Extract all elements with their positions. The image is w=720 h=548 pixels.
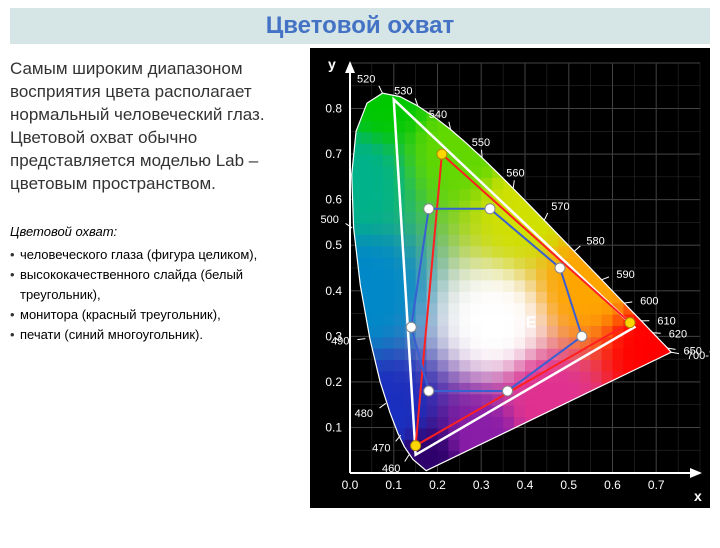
svg-text:520: 520 xyxy=(357,74,375,86)
svg-text:540: 540 xyxy=(429,109,447,121)
svg-text:530: 530 xyxy=(394,86,412,98)
svg-text:550: 550 xyxy=(472,137,490,149)
svg-text:0.1: 0.1 xyxy=(385,478,402,492)
content-row: Самым широким диапазоном восприятия цвет… xyxy=(0,48,720,508)
svg-text:0.2: 0.2 xyxy=(325,375,342,389)
svg-text:610: 610 xyxy=(657,316,675,328)
svg-text:700-780: 700-780 xyxy=(687,350,710,362)
svg-text:560: 560 xyxy=(506,167,524,179)
legend-item: человеческого глаза (фигура целиком), xyxy=(10,245,302,265)
svg-text:0.7: 0.7 xyxy=(325,147,342,161)
svg-text:y: y xyxy=(328,56,336,72)
svg-text:480: 480 xyxy=(355,408,373,420)
svg-text:490: 490 xyxy=(331,336,349,348)
svg-text:0.5: 0.5 xyxy=(560,478,577,492)
svg-text:0.1: 0.1 xyxy=(325,420,342,434)
svg-text:470: 470 xyxy=(372,442,390,454)
page-title: Цветовой охват xyxy=(10,8,710,44)
svg-text:0.4: 0.4 xyxy=(325,284,342,298)
svg-text:570: 570 xyxy=(551,201,569,213)
cie-chart: 0.00.10.20.30.40.50.60.70.10.20.30.40.50… xyxy=(310,48,710,508)
svg-text:0.6: 0.6 xyxy=(604,478,621,492)
svg-text:x: x xyxy=(694,488,702,504)
legend-list: человеческого глаза (фигура целиком), вы… xyxy=(10,245,302,346)
text-column: Самым широким диапазоном восприятия цвет… xyxy=(10,48,302,508)
svg-text:0.5: 0.5 xyxy=(325,238,342,252)
legend-item: монитора (красный треугольник), xyxy=(10,305,302,325)
svg-text:500: 500 xyxy=(321,214,339,226)
svg-text:460: 460 xyxy=(382,463,400,475)
svg-text:E: E xyxy=(526,314,537,331)
svg-text:0.7: 0.7 xyxy=(648,478,665,492)
legend-title: Цветовой охват: xyxy=(10,224,302,239)
svg-text:590: 590 xyxy=(616,269,634,281)
svg-text:600: 600 xyxy=(640,296,658,308)
svg-text:0.6: 0.6 xyxy=(325,193,342,207)
svg-text:0.2: 0.2 xyxy=(429,478,446,492)
svg-text:0.8: 0.8 xyxy=(325,102,342,116)
legend-item: высококачественного слайда (белый треуго… xyxy=(10,265,302,305)
svg-text:0.4: 0.4 xyxy=(517,478,534,492)
svg-text:620: 620 xyxy=(669,329,687,341)
main-paragraph: Самым широким диапазоном восприятия цвет… xyxy=(10,58,302,196)
svg-text:0.0: 0.0 xyxy=(342,478,359,492)
svg-text:580: 580 xyxy=(586,235,604,247)
svg-text:0.3: 0.3 xyxy=(473,478,490,492)
legend-item: печати (синий многоугольник). xyxy=(10,325,302,345)
